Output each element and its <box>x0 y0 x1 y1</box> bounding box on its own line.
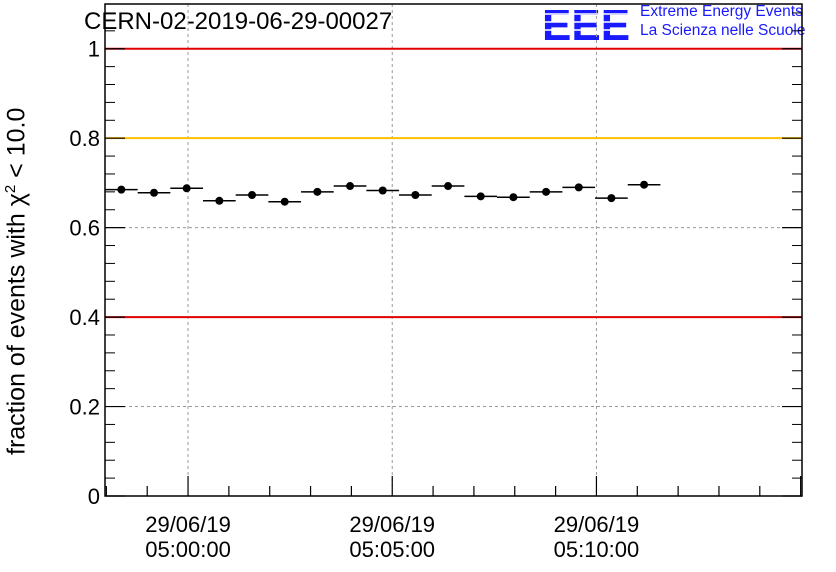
x-tick-label-date: 29/06/19 <box>145 512 231 537</box>
data-point <box>215 196 224 205</box>
data-point <box>640 180 649 189</box>
logo-line2: La Scienza nelle Scuole <box>640 22 806 39</box>
data-point <box>346 182 355 191</box>
data-point <box>542 187 551 196</box>
data-point <box>248 190 257 199</box>
plot-frame <box>104 3 803 497</box>
x-tick-label-time: 05:10:00 <box>554 537 640 562</box>
data-point <box>182 184 191 193</box>
chart-title: CERN-02-2019-06-29-00027 <box>84 8 393 35</box>
x-tick-label-date: 29/06/19 <box>349 512 435 537</box>
data-point <box>476 192 485 201</box>
y-tick-label: 0.6 <box>69 216 100 241</box>
y-tick-label: 1 <box>88 37 100 62</box>
x-tick-label-time: 05:00:00 <box>145 537 231 562</box>
data-point <box>509 193 518 202</box>
x-tick-label-date: 29/06/19 <box>554 512 640 537</box>
eee-logo-icon: EEE <box>540 2 636 44</box>
y-tick-label: 0 <box>88 484 100 509</box>
data-point <box>378 186 387 195</box>
logo-line1: Extreme Energy Events <box>640 3 803 20</box>
logo-text: Extreme Energy Events La Scienza nelle S… <box>640 2 805 40</box>
data-point <box>607 194 616 203</box>
y-tick-label: 0.2 <box>69 395 100 420</box>
data-point <box>411 190 420 199</box>
x-tick-label-time: 05:05:00 <box>349 537 435 562</box>
data-point <box>150 188 159 197</box>
y-tick-label: 0.8 <box>69 126 100 151</box>
y-tick-label: 0.4 <box>69 305 100 330</box>
data-point <box>574 183 583 192</box>
data-point <box>117 185 126 194</box>
data-point <box>444 182 453 191</box>
data-point <box>280 197 289 206</box>
logo-mark: EEE <box>542 2 630 44</box>
data-point <box>313 187 322 196</box>
